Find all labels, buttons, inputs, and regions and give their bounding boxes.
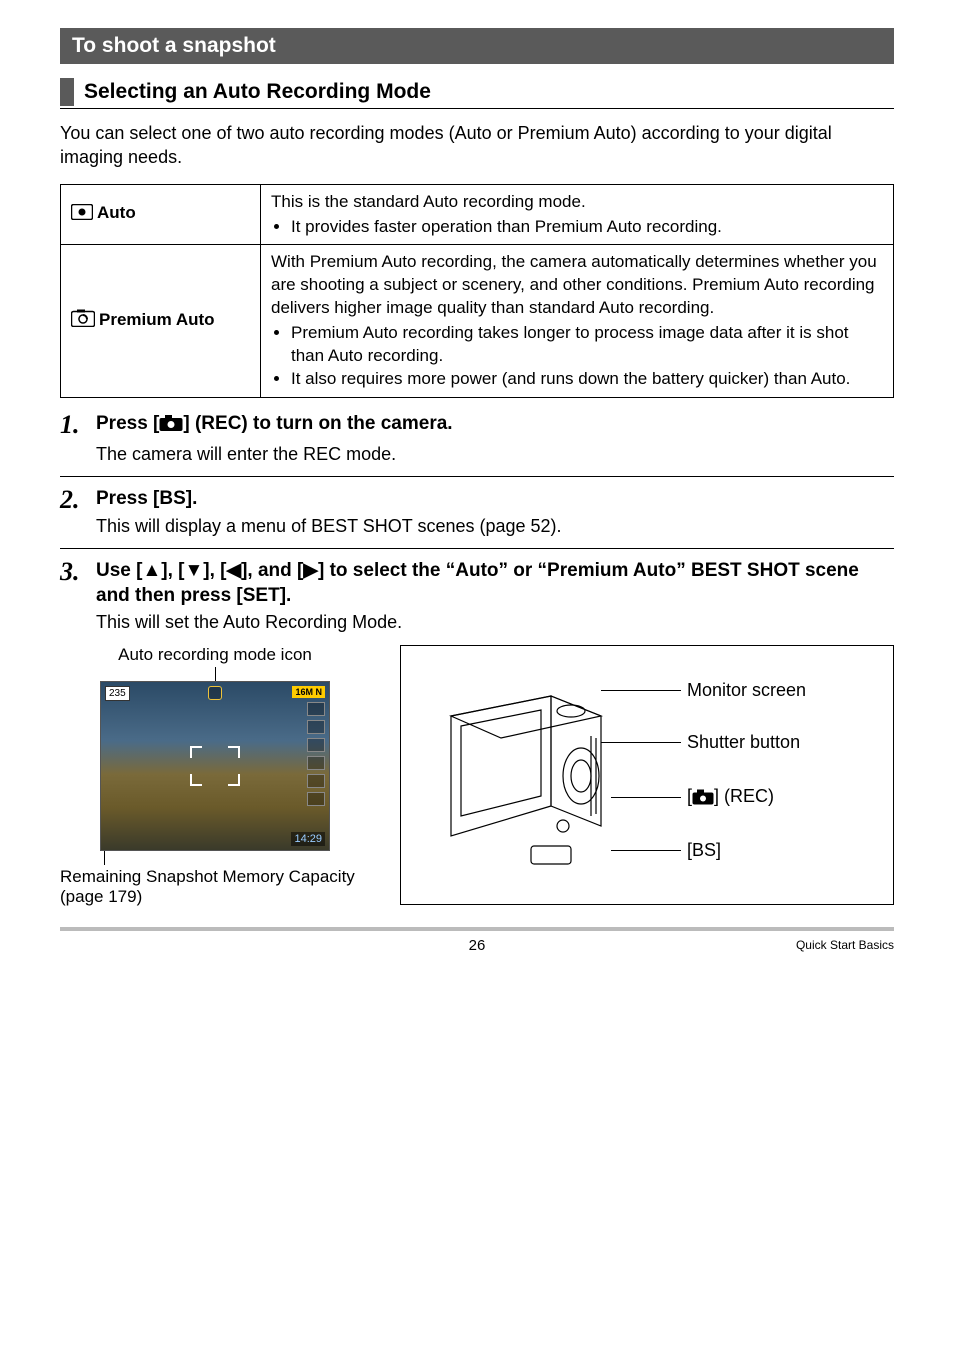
table-row: Auto This is the standard Auto recording…: [61, 184, 894, 245]
step-divider: [60, 548, 894, 549]
iso-icon: [307, 756, 325, 770]
callout-monitor-screen: Monitor screen: [601, 680, 806, 701]
mode-label-auto: Auto: [61, 184, 261, 245]
page-number: 26: [469, 937, 486, 954]
camera-rec-icon: [159, 414, 183, 440]
remaining-capacity-value: 235: [105, 686, 130, 701]
mode-bullet: Premium Auto recording takes longer to p…: [291, 322, 883, 368]
step-2: 2. Press [BS]. This will display a menu …: [60, 487, 894, 538]
callout-bs-button: [BS]: [611, 840, 721, 861]
callout-label-post: ] (REC): [714, 786, 774, 806]
callout-label: [BS]: [687, 840, 721, 861]
step-title: Press [BS].: [96, 487, 894, 512]
step-number: 1.: [60, 412, 96, 438]
af-mode-icon: [307, 738, 325, 752]
premium-auto-mode-icon: [71, 309, 95, 334]
timer-icon: [307, 774, 325, 788]
quality-badge: 16M N: [292, 686, 325, 698]
figure-left: Auto recording mode icon 235 16M N 14:: [60, 645, 370, 907]
table-row: Premium Auto With Premium Auto recording…: [61, 245, 894, 398]
modes-table: Auto This is the standard Auto recording…: [60, 184, 894, 399]
mode-desc-premium: With Premium Auto recording, the camera …: [261, 245, 894, 398]
auto-mode-icon-caption: Auto recording mode icon: [60, 645, 370, 665]
mode-icon-indicator: [208, 686, 222, 700]
callout-rec-button: [] (REC): [611, 786, 774, 810]
leader-line: [215, 667, 216, 681]
mode-body-auto: This is the standard Auto recording mode…: [271, 192, 586, 211]
callout-shutter-button: Shutter button: [601, 732, 800, 753]
right-icon-stack: 16M N: [292, 686, 325, 806]
step-3: 3. Use [▲], [▼], [◀], and [▶] to select …: [60, 559, 894, 635]
leader-line: [104, 851, 105, 865]
ev-icon: [307, 792, 325, 806]
af-icon: [307, 720, 325, 734]
remaining-capacity-caption: Remaining Snapshot Memory Capacity (page…: [60, 867, 370, 907]
sub-heading-text: Selecting an Auto Recording Mode: [84, 78, 431, 106]
step-title: Press [ ] (REC) to turn on the camera.: [96, 412, 894, 440]
step-title: Use [▲], [▼], [◀], and [▶] to select the…: [96, 559, 894, 608]
screen-preview: 235 16M N 14:29: [100, 681, 330, 851]
callout-label: Monitor screen: [687, 680, 806, 701]
figure-right: Monitor screen Shutter button [] (REC) […: [400, 645, 894, 905]
figures-row: Auto recording mode icon 235 16M N 14:: [60, 645, 894, 907]
mode-bullet: It provides faster operation than Premiu…: [291, 216, 883, 239]
camera-rec-icon: [692, 789, 714, 810]
step-title-pre: Press [: [96, 413, 159, 434]
flash-icon: [307, 702, 325, 716]
mode-body-premium: With Premium Auto recording, the camera …: [271, 252, 877, 317]
focus-brackets: [190, 746, 240, 786]
mode-label-premium-text: Premium Auto: [99, 310, 215, 329]
mode-label-premium: Premium Auto: [61, 245, 261, 398]
step-number: 2.: [60, 487, 96, 513]
time-indicator: 14:29: [291, 832, 325, 846]
section-title: To shoot a snapshot: [60, 28, 894, 64]
step-title-post: ] (REC) to turn on the camera.: [183, 413, 452, 434]
sub-heading: Selecting an Auto Recording Mode: [60, 78, 894, 109]
intro-paragraph: You can select one of two auto recording…: [60, 121, 894, 170]
sub-heading-tab: [60, 78, 74, 106]
step-desc: This will set the Auto Recording Mode.: [96, 610, 894, 634]
mode-bullet: It also requires more power (and runs do…: [291, 368, 883, 391]
mode-desc-auto: This is the standard Auto recording mode…: [261, 184, 894, 245]
callout-label: Shutter button: [687, 732, 800, 753]
step-desc: The camera will enter the REC mode.: [96, 442, 894, 466]
mode-label-auto-text: Auto: [97, 203, 136, 222]
auto-mode-icon: [71, 204, 93, 227]
step-number: 3.: [60, 559, 96, 585]
step-1: 1. Press [ ] (REC) to turn on the camera.…: [60, 412, 894, 466]
step-desc: This will display a menu of BEST SHOT sc…: [96, 514, 894, 538]
footer-section-name: Quick Start Basics: [485, 938, 894, 952]
callout-label: [] (REC): [687, 786, 774, 810]
step-divider: [60, 476, 894, 477]
